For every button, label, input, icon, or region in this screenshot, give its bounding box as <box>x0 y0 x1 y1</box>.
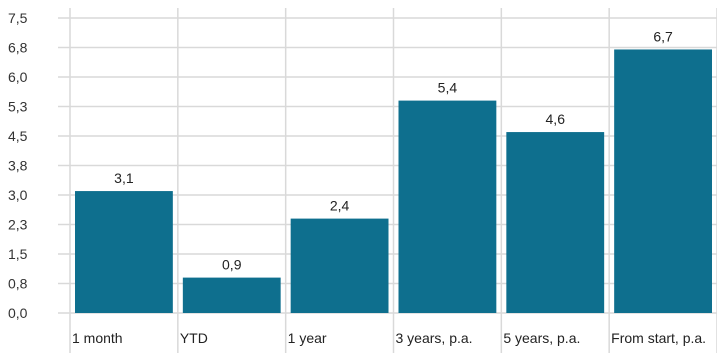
bar <box>290 218 389 313</box>
bar-value-label: 6,7 <box>653 28 673 44</box>
bar <box>614 49 712 313</box>
x-category-label: 3 years, p.a. <box>396 330 473 346</box>
y-tick-label: 6,8 <box>8 40 28 56</box>
x-axis-category-labels: 1 month YTD 1 year 3 years, p.a. 5 years, p.… <box>72 330 706 346</box>
bar-value-label: 3,1 <box>114 170 134 186</box>
bar <box>506 132 605 313</box>
bar <box>398 100 497 313</box>
bar-value-label: 0,9 <box>222 257 242 273</box>
y-tick-label: 0,8 <box>8 276 28 292</box>
x-category-label: 5 years, p.a. <box>503 330 580 346</box>
x-category-label: YTD <box>180 330 208 346</box>
bar <box>182 277 281 313</box>
bar <box>75 191 173 313</box>
value-labels: 3,1 0,9 2,4 5,4 4,6 6,7 <box>114 28 673 272</box>
y-tick-label: 7,5 <box>8 10 28 26</box>
y-tick-label: 0,0 <box>8 305 28 321</box>
bar-value-label: 4,6 <box>546 111 566 127</box>
y-tick-label: 4,5 <box>8 128 28 144</box>
bar-value-label: 5,4 <box>438 80 458 96</box>
y-tick-label: 5,3 <box>8 99 28 115</box>
y-tick-label: 3,8 <box>8 158 28 174</box>
gridlines <box>58 8 717 353</box>
x-category-label: 1 month <box>72 330 123 346</box>
bar-value-label: 2,4 <box>330 198 350 214</box>
y-tick-label: 6,0 <box>8 69 28 85</box>
y-tick-label: 1,5 <box>8 246 28 262</box>
y-tick-label: 3,0 <box>8 187 28 203</box>
x-category-label: 1 year <box>288 330 327 346</box>
x-category-label: From start, p.a. <box>611 330 706 346</box>
bars <box>75 49 712 313</box>
y-tick-label: 2,3 <box>8 217 28 233</box>
y-axis-tick-labels: 0,0 0,8 1,5 2,3 3,0 3,8 4,5 5,3 6,0 6,8 7,5 <box>8 10 28 321</box>
